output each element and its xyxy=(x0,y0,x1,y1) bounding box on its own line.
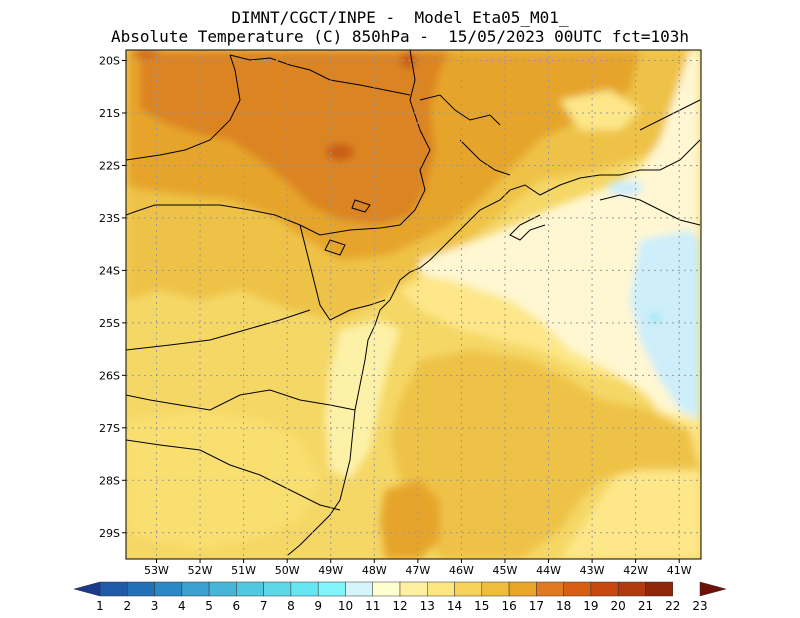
lat-label: 28S xyxy=(99,474,120,487)
colorbar-label: 6 xyxy=(233,599,241,613)
colorbar-segment xyxy=(399,581,428,597)
lon-label: 45W xyxy=(493,564,518,577)
colorbar-arrow-high xyxy=(699,581,727,597)
colorbar-segment xyxy=(563,581,592,597)
lon-label: 53W xyxy=(144,564,169,577)
colorbar-label: 13 xyxy=(420,599,435,613)
lon-label: 48W xyxy=(362,564,387,577)
colorbar-label: 1 xyxy=(96,599,104,613)
colorbar-label: 23 xyxy=(692,599,707,613)
colorbar-segment xyxy=(590,581,619,597)
coastline-borders xyxy=(126,50,701,556)
colorbar-label: 18 xyxy=(556,599,571,613)
colorbar-segment xyxy=(99,581,128,597)
colorbar-label: 15 xyxy=(474,599,489,613)
colorbar-label: 5 xyxy=(205,599,213,613)
colorbar-label: 22 xyxy=(665,599,680,613)
colorbar-segment xyxy=(645,581,673,597)
lat-label: 25S xyxy=(99,317,120,330)
lat-label: 24S xyxy=(99,264,120,277)
colorbar-label: 4 xyxy=(178,599,186,613)
map-gridlines xyxy=(126,50,701,559)
colorbar-label: 9 xyxy=(314,599,322,613)
colorbar-segment xyxy=(317,581,346,597)
colorbar-segment xyxy=(345,581,373,597)
colorbar-segment xyxy=(127,581,155,597)
lon-label: 41W xyxy=(667,564,692,577)
lon-label: 43W xyxy=(580,564,605,577)
lon-label: 50W xyxy=(275,564,300,577)
lat-label: 27S xyxy=(99,422,120,435)
lon-label: 44W xyxy=(536,564,561,577)
colorbar-label: 12 xyxy=(392,599,407,613)
colorbar-segment xyxy=(481,581,510,597)
colorbar-segment xyxy=(427,581,455,597)
colorbar-segment xyxy=(208,581,237,597)
lon-label: 52W xyxy=(188,564,213,577)
longitude-axis-labels: 53W 52W 51W 50W 49W 48W 47W 46W 45W 44W 43W 42W 41W xyxy=(144,559,692,577)
lat-label: 26S xyxy=(99,369,120,382)
colorbar-segment xyxy=(536,581,564,597)
colorbar-segment xyxy=(372,581,401,597)
colorbar-label: 21 xyxy=(638,599,653,613)
lon-label: 49W xyxy=(318,564,343,577)
lat-label: 29S xyxy=(99,527,120,540)
lon-label: 46W xyxy=(449,564,474,577)
lat-label: 23S xyxy=(99,212,120,225)
lat-label: 22S xyxy=(99,159,120,172)
colorbar-segment xyxy=(508,581,537,597)
map-title-line-2: Absolute Temperature (C) 850hPa - 15/05/… xyxy=(111,27,689,46)
lon-label: 42W xyxy=(623,564,648,577)
colorbar-label: 7 xyxy=(260,599,268,613)
colorbar-label: 20 xyxy=(611,599,626,613)
colorbar-segment xyxy=(617,581,646,597)
colorbar-segment xyxy=(154,581,183,597)
colorbar-label: 8 xyxy=(287,599,295,613)
temperature-field xyxy=(126,50,701,559)
colorbar-label: 14 xyxy=(447,599,462,613)
colorbar-label: 2 xyxy=(123,599,131,613)
lon-label: 51W xyxy=(231,564,256,577)
colorbar-label: 3 xyxy=(151,599,159,613)
latitude-axis-labels: 20S 21S 22S 23S 24S 25S 26S 27S 28S 29S xyxy=(99,54,126,540)
lat-label: 21S xyxy=(99,107,120,120)
colorbar-segment xyxy=(263,581,292,597)
lat-label: 20S xyxy=(99,54,120,67)
colorbar-label: 19 xyxy=(583,599,598,613)
colorbar-segment xyxy=(236,581,264,597)
colorbar: 1 2 3 4 5 6 7 8 9 10 11 12 13 14 15 16 17 18 19 20 21 22 23 xyxy=(73,581,727,613)
colorbar-segment xyxy=(454,581,483,597)
map-frame xyxy=(125,49,702,560)
colorbar-label: 10 xyxy=(338,599,353,613)
lon-label: 47W xyxy=(405,564,430,577)
colorbar-segment xyxy=(181,581,210,597)
colorbar-label: 16 xyxy=(501,599,516,613)
colorbar-segment xyxy=(290,581,319,597)
map-title-line-1: DIMNT/CGCT/INPE - Model Eta05_M01_ xyxy=(231,8,569,27)
colorbar-label: 17 xyxy=(529,599,544,613)
colorbar-label: 11 xyxy=(365,599,380,613)
colorbar-arrow-low xyxy=(73,581,101,597)
